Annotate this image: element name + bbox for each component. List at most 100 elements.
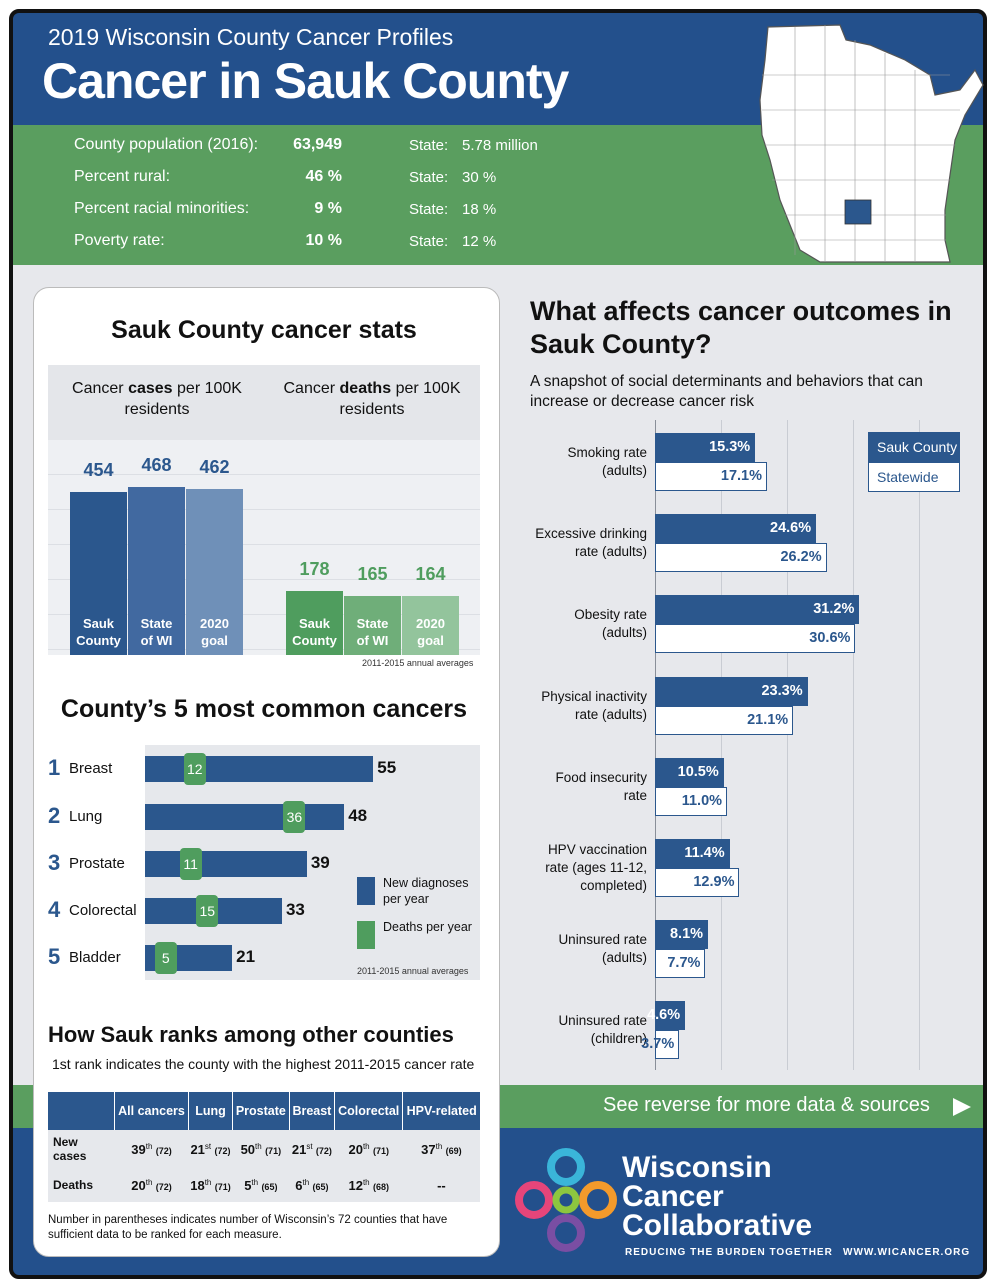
cancer-name: Colorectal [69, 902, 137, 919]
bar-label: Sauk County [286, 615, 343, 649]
outcome-bar: 3.7% [641, 1030, 680, 1060]
county-count: (72) [214, 1145, 231, 1156]
outcome-bar: 4.6% [647, 1001, 686, 1031]
rank-suffix: st [204, 1141, 212, 1151]
fact-county: 63,949 [293, 136, 342, 153]
bar-label-line: goal [417, 632, 444, 648]
fact-state: 30 % [462, 169, 497, 186]
outcome-bar: 15.3% [655, 433, 756, 462]
rank-cell: 39th (72) [115, 1130, 189, 1168]
bar-label-line: County [292, 632, 337, 648]
category-line: Smoking rate [567, 445, 647, 460]
outcomes-title: What affects cancer outcomes in Sauk Cou… [530, 296, 952, 359]
rank-cell: -- [403, 1168, 480, 1202]
rank: 21 [190, 1141, 205, 1157]
category-line: (children) [590, 1031, 647, 1047]
county-count: (65) [312, 1181, 329, 1192]
heading-part: Cancer [283, 380, 336, 397]
group-heading: Cancer cases per 100K residents [62, 378, 252, 420]
category-line: (adults) [601, 625, 647, 641]
legend-label: New diagnoses per year [383, 876, 469, 906]
ranks-row: Deaths 20th (72) 18th (71) 5th (65) 6th (65)… [48, 1168, 480, 1202]
category-line: completed) [580, 878, 647, 893]
category-line: rate (ages 11-12, [545, 860, 647, 875]
category-line: (adults) [601, 463, 647, 478]
outcome-bar: 11.0% [655, 786, 728, 816]
bar-label-line: Sauk [298, 615, 331, 631]
category-label: Uninsured rate (adults) [480, 920, 647, 978]
rank-cell: 21st (72) [189, 1130, 233, 1168]
stats-title: Sauk County cancer stats [111, 316, 417, 344]
common-note: 2011-2015 annual averages [357, 966, 469, 976]
bar-value-label: 8.1% [669, 926, 704, 943]
cancer-name: Lung [69, 808, 103, 825]
fact-state-label: State: [409, 201, 449, 218]
org-line: Cancer [622, 1180, 724, 1213]
bar-value-label: 11.4% [684, 845, 725, 861]
category-line: (adults) [601, 950, 647, 966]
deaths-box: 12 [183, 753, 206, 785]
outcome-bar: 17.1% [655, 462, 767, 491]
outcome-bar: 31.2% [655, 595, 860, 625]
heading-part: deaths [339, 380, 392, 397]
rank: 18 [190, 1177, 205, 1193]
heading-part: Cancer [72, 380, 124, 397]
bar-value-label: 26.2% [780, 549, 822, 566]
bar-value: 165 [357, 563, 388, 584]
deaths-value: 11 [183, 856, 198, 872]
fact-state: 12 % [462, 233, 497, 250]
bar-value-label: 24.6% [770, 520, 812, 537]
outcomes-subtitle: A snapshot of social determinants and be… [530, 373, 923, 410]
outcome-bar: 7.7% [655, 949, 706, 979]
cancer-name: Breast [69, 760, 113, 777]
deaths-value: 36 [286, 809, 303, 825]
bar-label-line: of WI [356, 632, 389, 648]
rank-cell: 12th (68) [335, 1168, 403, 1202]
fact-state-label: State: [409, 233, 449, 250]
cta-arrow [953, 1098, 971, 1116]
rank-cell: 20th (72) [115, 1168, 189, 1202]
rank-suffix: th [435, 1141, 443, 1151]
group-heading: Cancer deaths per 100K residents [277, 378, 467, 420]
rank-suffix: th [204, 1177, 212, 1187]
category-line: rate (adults) [574, 544, 647, 560]
rank-suffix: th [302, 1177, 310, 1187]
bar-label-line: State [356, 615, 389, 631]
category-line: HPV vaccination [547, 842, 647, 857]
rank-number: 2 [48, 803, 61, 828]
bar-value-label: 4.6% [647, 1007, 681, 1024]
fact-county: 46 % [305, 168, 342, 185]
url: WWW.WICANCER.ORG [843, 1247, 971, 1258]
bar-value: 468 [141, 454, 172, 475]
bar-label: Sauk County [70, 615, 127, 649]
rank: 20 [348, 1141, 363, 1157]
bar-value: 164 [415, 563, 446, 584]
legend-label: Deaths per year [383, 920, 472, 934]
county-count: (72) [155, 1181, 172, 1192]
rank-suffix: th [255, 1141, 262, 1151]
column-header: Prostate [231, 1092, 290, 1130]
bar-label: 2020 goal [186, 615, 243, 649]
stats-head-bg [48, 365, 480, 440]
logo-mark [515, 1148, 617, 1252]
bar-label-line: goal [201, 632, 228, 648]
diagnoses-value: 21 [236, 947, 256, 966]
stats-note: 2011-2015 annual averages [362, 658, 474, 668]
rank: -- [437, 1177, 446, 1193]
fact-county: 10 % [305, 232, 342, 249]
fact-county: 9 % [314, 200, 342, 217]
bar-value-label: 31.2% [813, 601, 855, 618]
bar: 2020 goal [402, 595, 459, 655]
ranks-title: How Sauk ranks among other counties [48, 1022, 454, 1047]
fact-label: Percent rural: [74, 168, 171, 185]
deaths-box: 5 [154, 942, 177, 974]
bar-value: 178 [299, 558, 330, 579]
rank-number: 5 [48, 944, 61, 969]
diagnoses-value: 33 [285, 900, 305, 919]
heading-part: cases [128, 380, 173, 397]
outcome-bar: 21.1% [655, 705, 794, 735]
ranks-row: New cases 39th (72) 21st (72) 50th (71) 21st… [48, 1130, 480, 1168]
rank-suffix: th [362, 1177, 370, 1187]
bar-value: 462 [199, 456, 230, 477]
bar: Sauk County [70, 491, 127, 655]
